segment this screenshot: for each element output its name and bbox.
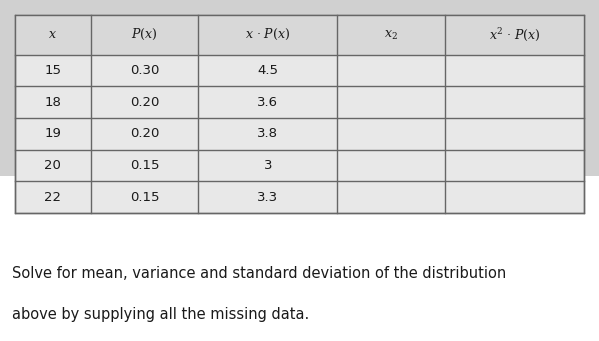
Text: 4.5: 4.5 [258,64,279,77]
Text: $P(x)$: $P(x)$ [131,27,158,43]
Text: 0.20: 0.20 [130,95,159,109]
Text: above by supplying all the missing data.: above by supplying all the missing data. [12,307,309,322]
Text: 20: 20 [44,159,61,172]
Text: $x$ · $P(x)$: $x$ · $P(x)$ [245,27,291,43]
Text: 19: 19 [44,127,61,140]
Text: Solve for mean, variance and standard deviation of the distribution: Solve for mean, variance and standard de… [12,266,506,281]
Bar [15,15,584,55]
Bar [15,15,584,213]
Text: 0.20: 0.20 [130,127,159,140]
Text: 3: 3 [264,159,272,172]
Text: 3.3: 3.3 [258,191,279,204]
Text: $x_{2}$: $x_{2}$ [385,28,398,42]
Text: 15: 15 [44,64,62,77]
Text: 18: 18 [44,95,61,109]
Text: $x$: $x$ [49,28,58,42]
Text: 3.6: 3.6 [258,95,279,109]
Bar [0,0,599,176]
Text: 3.8: 3.8 [258,127,279,140]
Text: 0.30: 0.30 [130,64,159,77]
Text: 0.15: 0.15 [130,191,159,204]
Text: $x^{2}$ · $P(x)$: $x^{2}$ · $P(x)$ [489,27,540,43]
Text: 0.15: 0.15 [130,159,159,172]
Text: 22: 22 [44,191,62,204]
